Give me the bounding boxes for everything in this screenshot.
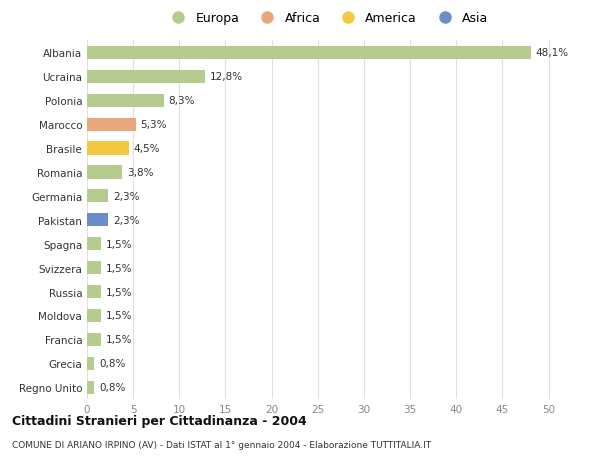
Bar [87, 309, 101, 322]
Bar [87, 95, 164, 107]
Text: 2,3%: 2,3% [113, 215, 139, 225]
Bar [87, 357, 94, 370]
Bar [87, 71, 205, 84]
Bar [87, 285, 101, 298]
Text: 1,5%: 1,5% [106, 311, 132, 321]
Bar [87, 238, 101, 251]
Bar [87, 166, 122, 179]
Text: 1,5%: 1,5% [106, 239, 132, 249]
Bar [87, 142, 128, 155]
Bar [87, 333, 101, 346]
Text: 48,1%: 48,1% [536, 48, 569, 58]
Bar [87, 262, 101, 274]
Text: 1,5%: 1,5% [106, 263, 132, 273]
Text: 8,3%: 8,3% [168, 96, 195, 106]
Bar [87, 190, 108, 203]
Bar [87, 47, 531, 60]
Text: 4,5%: 4,5% [133, 144, 160, 154]
Text: 1,5%: 1,5% [106, 335, 132, 345]
Text: 2,3%: 2,3% [113, 191, 139, 202]
Bar [87, 381, 94, 394]
Text: COMUNE DI ARIANO IRPINO (AV) - Dati ISTAT al 1° gennaio 2004 - Elaborazione TUTT: COMUNE DI ARIANO IRPINO (AV) - Dati ISTA… [12, 441, 431, 449]
Bar [87, 118, 136, 131]
Text: 5,3%: 5,3% [140, 120, 167, 130]
Text: 3,8%: 3,8% [127, 168, 153, 178]
Text: 12,8%: 12,8% [210, 72, 243, 82]
Text: Cittadini Stranieri per Cittadinanza - 2004: Cittadini Stranieri per Cittadinanza - 2… [12, 414, 307, 428]
Text: 0,8%: 0,8% [99, 358, 125, 369]
Text: 1,5%: 1,5% [106, 287, 132, 297]
Text: 0,8%: 0,8% [99, 382, 125, 392]
Bar [87, 214, 108, 227]
Legend: Europa, Africa, America, Asia: Europa, Africa, America, Asia [163, 10, 491, 28]
